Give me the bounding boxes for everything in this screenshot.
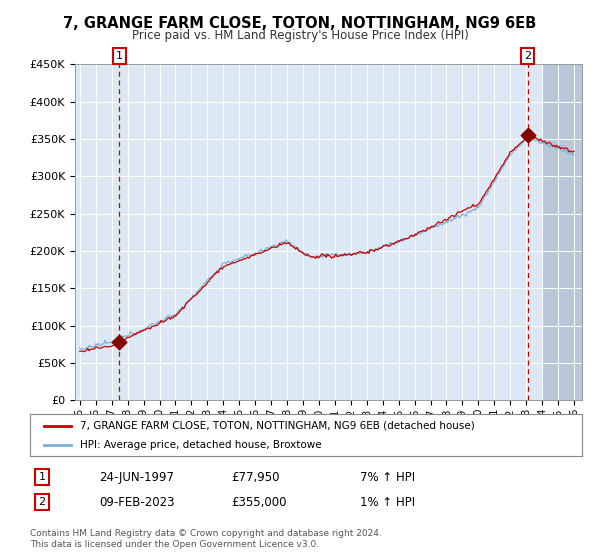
Text: £355,000: £355,000 xyxy=(231,496,287,509)
Point xyxy=(115,338,124,347)
Text: 7, GRANGE FARM CLOSE, TOTON, NOTTINGHAM, NG9 6EB: 7, GRANGE FARM CLOSE, TOTON, NOTTINGHAM,… xyxy=(64,16,536,31)
Text: 7% ↑ HPI: 7% ↑ HPI xyxy=(360,470,415,484)
Text: 1% ↑ HPI: 1% ↑ HPI xyxy=(360,496,415,509)
Point xyxy=(523,131,533,140)
Text: 2: 2 xyxy=(38,497,46,507)
Text: 09-FEB-2023: 09-FEB-2023 xyxy=(99,496,175,509)
Text: HPI: Average price, detached house, Broxtowe: HPI: Average price, detached house, Brox… xyxy=(80,440,322,450)
Text: Price paid vs. HM Land Registry's House Price Index (HPI): Price paid vs. HM Land Registry's House … xyxy=(131,29,469,42)
Text: Contains HM Land Registry data © Crown copyright and database right 2024.
This d: Contains HM Land Registry data © Crown c… xyxy=(30,529,382,549)
Text: 1: 1 xyxy=(38,472,46,482)
Text: 1: 1 xyxy=(116,51,123,61)
Text: 7, GRANGE FARM CLOSE, TOTON, NOTTINGHAM, NG9 6EB (detached house): 7, GRANGE FARM CLOSE, TOTON, NOTTINGHAM,… xyxy=(80,421,475,431)
Text: 24-JUN-1997: 24-JUN-1997 xyxy=(99,470,174,484)
Text: £77,950: £77,950 xyxy=(231,470,280,484)
Bar xyxy=(542,64,582,400)
Text: 2: 2 xyxy=(524,51,532,61)
